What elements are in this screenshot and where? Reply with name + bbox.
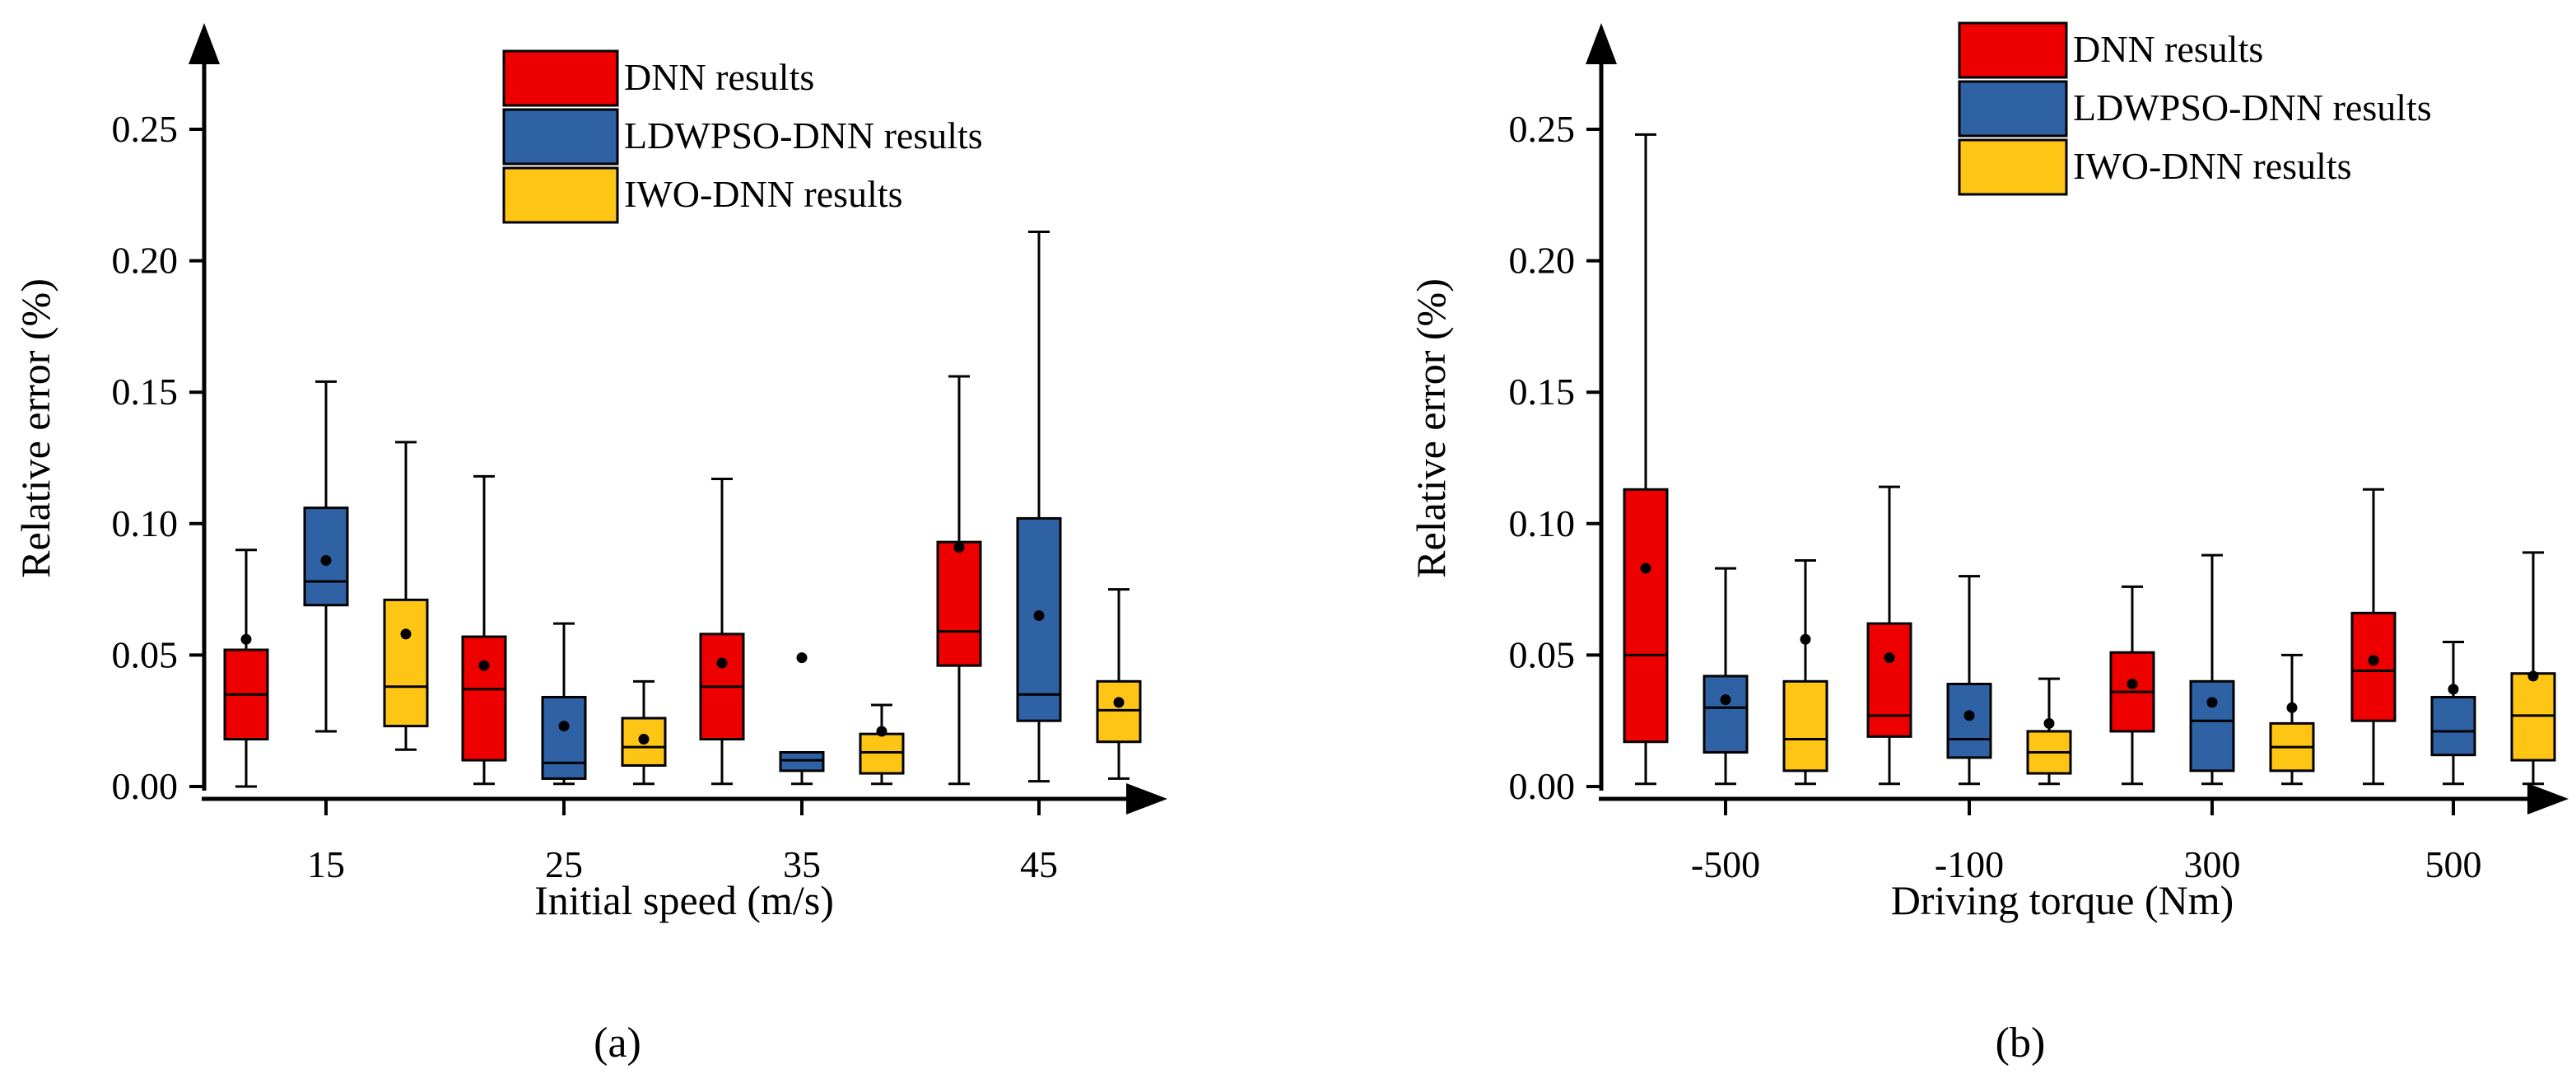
y-tick-label: 0.05 <box>1509 633 1576 675</box>
box-mean-marker <box>1113 697 1125 708</box>
box-iqr <box>936 540 982 667</box>
box-iqr <box>383 598 429 728</box>
y-tick-label: 0.10 <box>112 502 179 544</box>
x-tick-label: 15 <box>307 843 345 885</box>
x-tick-label: -100 <box>1935 843 2004 885</box>
box-iqr <box>1096 679 1142 744</box>
box-mean-marker <box>320 554 332 566</box>
legend-swatch <box>1958 138 2068 196</box>
box-mean-marker <box>1720 694 1731 706</box>
box-iqr <box>1866 622 1912 738</box>
box-iqr <box>2350 611 2397 722</box>
box-mean-marker <box>2126 679 2138 690</box>
x-axis-arrow <box>2527 783 2569 815</box>
y-tick-label: 0.00 <box>1509 765 1576 807</box>
box-mean-marker <box>2043 717 2055 729</box>
y-tick-label: 0.20 <box>1509 240 1576 282</box>
x-tick-label: 35 <box>783 843 821 885</box>
y-tick-label: 0.10 <box>1509 502 1576 544</box>
legend-label: DNN results <box>624 56 814 98</box>
y-tick-label: 0.25 <box>112 108 179 150</box>
box-mean-marker <box>953 542 965 553</box>
box-iqr <box>2189 679 2235 773</box>
box-mean-marker <box>796 652 808 664</box>
box-mean-marker <box>2368 655 2379 666</box>
box-mean-marker <box>1033 610 1045 622</box>
legend-swatch <box>502 166 619 224</box>
legend-swatch <box>1958 21 2068 79</box>
legend-swatch <box>502 108 619 166</box>
panel-label: (b) <box>1996 1020 2046 1067</box>
box-iqr <box>1782 679 1828 773</box>
y-tick-label: 0.15 <box>112 371 179 413</box>
box-iqr <box>461 635 507 762</box>
y-tick-label: 0.25 <box>1509 108 1576 150</box>
legend-swatch <box>502 49 619 107</box>
box-iqr <box>1703 675 1749 754</box>
panel-label: (a) <box>594 1020 641 1067</box>
box-mean-marker <box>2448 684 2459 695</box>
box-mean-marker <box>240 633 252 645</box>
x-tick-label: -500 <box>1691 843 1760 885</box>
box-mean-marker <box>1800 633 1811 645</box>
y-axis-arrow <box>1586 23 1617 64</box>
x-tick-label: 25 <box>545 843 583 885</box>
box-mean-marker <box>1884 652 1895 664</box>
box-iqr <box>1016 516 1062 722</box>
legend-label: LDWPSO-DNN results <box>2073 86 2432 128</box>
box-iqr <box>541 695 587 780</box>
x-axis-title: Driving torque (Nm) <box>1891 877 2234 923</box>
box-mean-marker <box>1640 563 1651 574</box>
legend-label: IWO-DNN results <box>2073 145 2352 187</box>
box-mean-marker <box>400 628 412 640</box>
box-mean-marker <box>2206 697 2218 708</box>
y-tick-label: 0.20 <box>112 240 179 282</box>
y-tick-label: 0.00 <box>112 765 179 807</box>
legend-label: IWO-DNN results <box>624 173 903 215</box>
box-mean-marker <box>638 734 650 745</box>
box-iqr <box>2510 672 2556 762</box>
legend-label: DNN results <box>2073 28 2263 70</box>
y-axis-title: Relative error (%) <box>1408 278 1454 578</box>
box-mean-marker <box>716 657 728 669</box>
box-mean-marker <box>478 660 490 671</box>
y-tick-label: 0.15 <box>1509 371 1576 413</box>
x-axis-arrow <box>1126 783 1167 815</box>
box-iqr <box>779 751 825 773</box>
x-axis-title: Initial speed (m/s) <box>534 877 834 923</box>
y-tick-label: 0.05 <box>112 633 179 675</box>
box-iqr <box>859 732 905 775</box>
box-mean-marker <box>2527 670 2539 682</box>
box-iqr <box>1623 488 1669 744</box>
box-mean-marker <box>2286 702 2298 713</box>
box-mean-marker <box>558 721 570 732</box>
x-tick-label: 500 <box>2425 843 2482 885</box>
box-mean-marker <box>1963 710 1975 721</box>
x-tick-label: 45 <box>1020 843 1058 885</box>
legend-swatch <box>1958 80 2068 138</box>
y-axis-title: Relative error (%) <box>12 278 58 578</box>
x-tick-label: 300 <box>2184 843 2241 885</box>
box-mean-marker <box>876 726 887 737</box>
legend-label: LDWPSO-DNN results <box>624 114 983 156</box>
box-iqr <box>2430 695 2476 757</box>
y-axis-arrow <box>189 23 220 64</box>
